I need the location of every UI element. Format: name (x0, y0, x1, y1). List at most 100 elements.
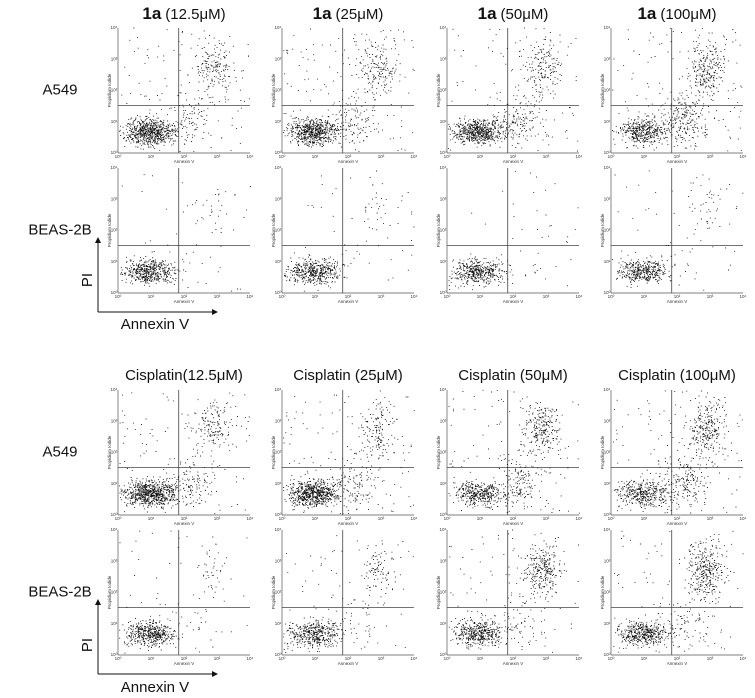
axis-label: Annexin V (121, 316, 189, 333)
tick-label: 10² (604, 450, 611, 455)
tick-label: 10² (440, 590, 447, 595)
tick-label: 10³ (604, 558, 611, 563)
tick-label: 10⁰ (279, 656, 286, 661)
plot-x-label: Annexin V (667, 159, 688, 164)
event-dots (448, 529, 579, 653)
tick-label: 10³ (604, 418, 611, 423)
tick-label: 10⁴ (247, 656, 254, 661)
tick-label: 10⁰ (275, 150, 282, 155)
tick-label: 10² (181, 154, 188, 159)
tick-label: 10⁴ (111, 527, 118, 532)
axis-label: Annexin V (121, 679, 189, 696)
tick-label: 10³ (707, 154, 714, 159)
tick-label: 10³ (378, 294, 385, 299)
tick-label: 10⁴ (576, 154, 583, 159)
compound: 1a (142, 4, 161, 23)
plot-x-label: Annexin V (174, 299, 195, 304)
tick-label: 10³ (111, 56, 118, 61)
plot-y-label: Propidium Iodide (436, 575, 441, 609)
event-dots (119, 530, 248, 654)
tick-label: 10¹ (111, 119, 118, 124)
plot-y-label: Propidium Iodide (271, 213, 276, 247)
tick-label: 10¹ (275, 119, 282, 124)
tick-label: 10² (111, 228, 118, 233)
plot-x-label: Annexin V (174, 159, 195, 164)
tick-label: 10⁴ (411, 154, 418, 159)
tick-label: 10³ (275, 418, 282, 423)
tick-label: 10³ (275, 56, 282, 61)
tick-label: 10¹ (641, 294, 648, 299)
column-header: 1a (25μM) (313, 4, 384, 23)
plot-y-label: Propidium Iodide (436, 73, 441, 107)
tick-label: 10⁴ (604, 165, 611, 170)
tick-label: 10⁴ (576, 656, 583, 661)
tick-label: 10⁴ (411, 294, 418, 299)
tick-label: 10² (345, 294, 352, 299)
column-header: Cisplatin (100μM) (618, 367, 736, 384)
tick-label: 10⁴ (247, 294, 254, 299)
tick-label: 10³ (543, 516, 550, 521)
tick-label: 10² (674, 154, 681, 159)
plot-x-label: Annexin V (338, 521, 359, 526)
column-header: 1a (50μM) (478, 4, 549, 23)
tick-label: 10¹ (641, 656, 648, 661)
tick-label: 10² (111, 590, 118, 595)
event-dots (448, 27, 579, 152)
tick-label: 10¹ (604, 481, 611, 486)
tick-label: 10² (181, 294, 188, 299)
axis-guide (95, 237, 218, 677)
tick-label: 10² (345, 516, 352, 521)
plot-y-label: Propidium Iodide (107, 213, 112, 247)
tick-label: 10⁰ (440, 150, 447, 155)
column-header: Cisplatin (25μM) (293, 367, 403, 384)
plot-y-label: Propidium Iodide (271, 435, 276, 469)
tick-label: 10¹ (604, 621, 611, 626)
tick-label: 10³ (275, 196, 282, 201)
tick-label: 10⁰ (608, 294, 615, 299)
column-header: 1a (100μM) (637, 4, 716, 23)
tick-label: 10³ (378, 656, 385, 661)
row-label: BEAS-2B (28, 583, 91, 600)
tick-label: 10³ (707, 656, 714, 661)
plot-x-label: Annexin V (667, 661, 688, 666)
tick-label: 10¹ (440, 621, 447, 626)
tick-label: 10² (440, 228, 447, 233)
tick-label: 10¹ (440, 259, 447, 264)
plot-y-label: Propidium Iodide (600, 73, 605, 107)
plot-x-label: Annexin V (503, 661, 524, 666)
tick-label: 10³ (214, 656, 221, 661)
tick-label: 10⁴ (740, 294, 747, 299)
tick-label: 10⁴ (604, 527, 611, 532)
tick-label: 10⁰ (440, 512, 447, 517)
plot-x-label: Annexin V (338, 159, 359, 164)
tick-label: 10⁰ (275, 652, 282, 657)
tick-label: 10³ (440, 418, 447, 423)
tick-label: 10⁴ (576, 516, 583, 521)
tick-label: 10⁰ (440, 290, 447, 295)
plot-x-label: Annexin V (174, 661, 195, 666)
tick-label: 10² (275, 590, 282, 595)
tick-label: 10⁰ (608, 154, 615, 159)
event-dots (119, 392, 250, 515)
event-dots (119, 27, 250, 152)
tick-label: 10² (345, 656, 352, 661)
tick-label: 10¹ (111, 259, 118, 264)
row-label: BEAS-2B (28, 221, 91, 238)
tick-label: 10⁰ (279, 154, 286, 159)
plot-x-label: Annexin V (338, 299, 359, 304)
tick-label: 10¹ (111, 481, 118, 486)
tick-label: 10⁰ (279, 516, 286, 521)
tick-label: 10⁰ (608, 656, 615, 661)
tick-label: 10² (275, 228, 282, 233)
axis-label: PI (79, 638, 96, 652)
tick-label: 10² (510, 516, 517, 521)
tick-label: 10⁴ (247, 154, 254, 159)
tick-label: 10⁴ (740, 154, 747, 159)
